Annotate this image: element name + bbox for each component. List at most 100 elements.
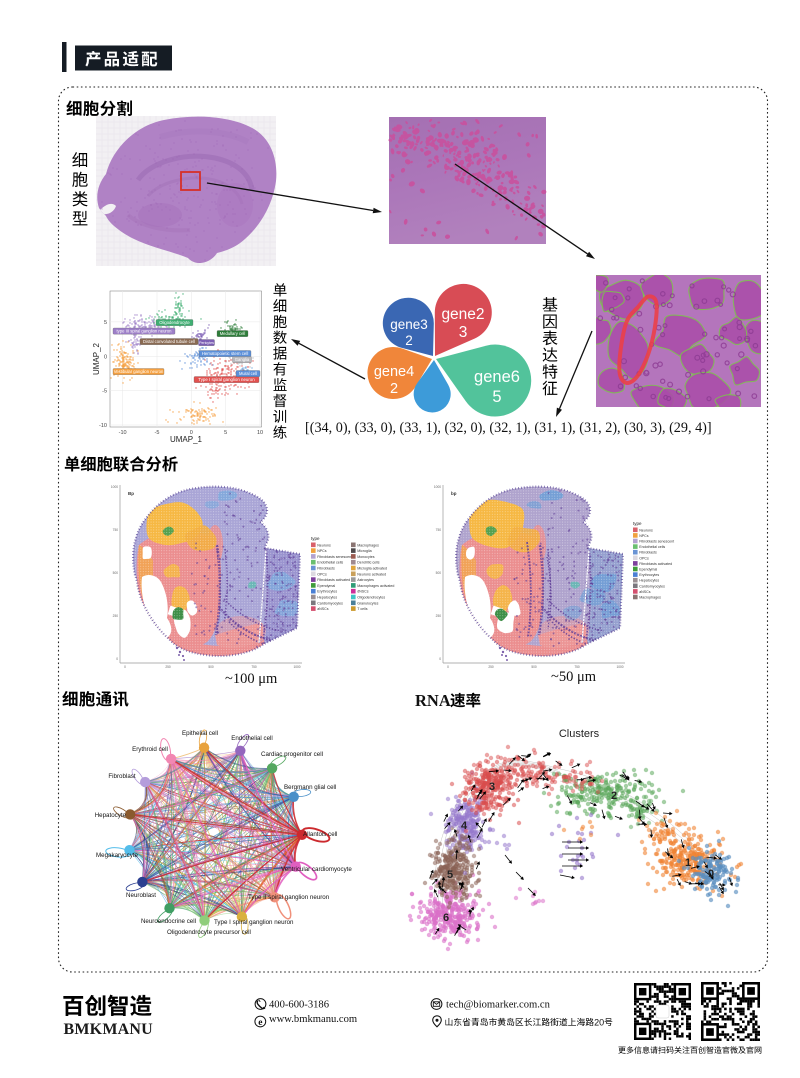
svg-text:Granulocytes: Granulocytes: [357, 601, 378, 605]
svg-text:BMKMANU: BMKMANU: [64, 1021, 154, 1038]
svg-text:OPCs: OPCs: [317, 572, 327, 576]
svg-text:Cardiac progenitor cell: Cardiac progenitor cell: [261, 751, 323, 758]
svg-text:Bergmann glial cell: Bergmann glial cell: [284, 784, 336, 791]
svg-text:Clusters: Clusters: [559, 728, 600, 740]
svg-text:Microglia activated: Microglia activated: [357, 567, 387, 571]
svg-text:Neurons activated: Neurons activated: [357, 572, 386, 576]
svg-text:type: type: [311, 536, 320, 541]
svg-text:~50 μm: ~50 μm: [551, 669, 597, 685]
svg-text:Endothelial cell: Endothelial cell: [231, 735, 273, 742]
svg-text:0: 0: [124, 665, 126, 669]
svg-text:Neurons: Neurons: [317, 543, 331, 547]
svg-text:Type I spiral ganglion neuron: Type I spiral ganglion neuron: [214, 919, 294, 926]
svg-text:Fibroblast: Fibroblast: [108, 773, 135, 780]
svg-text:400-600-3186: 400-600-3186: [269, 1000, 329, 1011]
svg-text:5: 5: [447, 869, 453, 881]
svg-text:Neuroendocrine cell: Neuroendocrine cell: [141, 918, 196, 925]
svg-text:Fibroblasts senescent: Fibroblasts senescent: [317, 555, 352, 559]
svg-text:Neurons: Neurons: [639, 528, 653, 532]
svg-text:type III spiral ganglion neuro: type III spiral ganglion neuron: [117, 329, 173, 334]
svg-text:Macrophages: Macrophages: [639, 596, 661, 600]
svg-text:tech@biomarker.com.cn: tech@biomarker.com.cn: [446, 1000, 551, 1011]
svg-text:0: 0: [708, 868, 714, 880]
svg-text:Hepatocytes: Hepatocytes: [317, 596, 337, 600]
svg-text:Microglia: Microglia: [357, 549, 371, 553]
svg-text:gene6: gene6: [474, 368, 520, 386]
svg-text:Oligodendrocyte precursor cell: Oligodendrocyte precursor cell: [167, 929, 251, 936]
svg-text:aNSCs: aNSCs: [317, 607, 329, 611]
svg-text:Astrocytes: Astrocytes: [357, 578, 374, 582]
svg-text:Ependymal: Ependymal: [317, 584, 335, 588]
svg-text:Medullary cell: Medullary cell: [220, 331, 246, 336]
svg-text:NPCs: NPCs: [317, 549, 327, 553]
svg-text:500: 500: [531, 665, 537, 669]
svg-text:2: 2: [611, 790, 617, 802]
svg-text:3: 3: [459, 324, 468, 341]
svg-text:UMAP_2: UMAP_2: [92, 342, 101, 375]
svg-text:e: e: [258, 1018, 262, 1028]
svg-text:0: 0: [447, 665, 449, 669]
svg-text:2: 2: [390, 381, 398, 397]
svg-text:UMAP_1: UMAP_1: [170, 435, 203, 444]
svg-text:0: 0: [190, 430, 193, 436]
svg-text:Hepatocyte: Hepatocyte: [95, 812, 127, 819]
svg-text:Ependymal: Ependymal: [639, 568, 657, 572]
svg-text:Ventricular cardiomyocyte: Ventricular cardiomyocyte: [281, 866, 352, 873]
svg-text:1000: 1000: [293, 665, 300, 669]
svg-text:Type II spiral ganglion neuron: Type II spiral ganglion neuron: [248, 894, 330, 901]
svg-text:T cells: T cells: [357, 607, 368, 611]
svg-text:OPCs: OPCs: [639, 556, 649, 560]
svg-text:Monocytes: Monocytes: [357, 555, 375, 559]
svg-text:Pericytes: Pericytes: [199, 341, 214, 345]
svg-text:dNSCs: dNSCs: [357, 590, 369, 594]
svg-text:250: 250: [165, 665, 171, 669]
svg-text:2: 2: [405, 333, 413, 348]
svg-text:[(34, 0), (33, 0), (33, 1), (3: [(34, 0), (33, 0), (33, 1), (32, 0), (32…: [305, 420, 712, 436]
svg-text:1: 1: [685, 857, 691, 869]
svg-text:Neuroblast: Neuroblast: [126, 892, 156, 899]
svg-text:Vestibular ganglion neuron: Vestibular ganglion neuron: [114, 369, 164, 374]
svg-text:1000: 1000: [434, 485, 441, 489]
svg-text:Fibroblasts senescent: Fibroblasts senescent: [639, 540, 674, 544]
svg-text:750: 750: [251, 665, 257, 669]
svg-text:www.bmkmanu.com: www.bmkmanu.com: [269, 1014, 358, 1025]
svg-text:5: 5: [492, 388, 501, 406]
svg-text:750: 750: [113, 528, 119, 532]
svg-text:5: 5: [224, 430, 227, 436]
svg-text:Macrophages activated: Macrophages activated: [357, 584, 394, 588]
svg-text:Oligodendrocytes: Oligodendrocytes: [357, 596, 385, 600]
svg-text:250: 250: [436, 614, 442, 618]
svg-text:Ganglia: Ganglia: [235, 357, 250, 362]
svg-text:Type I spiral ganglion neuron: Type I spiral ganglion neuron: [198, 377, 255, 382]
svg-text:Oligodendrocyte: Oligodendrocyte: [159, 320, 190, 325]
svg-text:5: 5: [104, 320, 107, 326]
svg-text:10: 10: [257, 430, 263, 436]
svg-text:Fibroblasts: Fibroblasts: [317, 567, 335, 571]
svg-text:Macrophages: Macrophages: [357, 543, 379, 547]
svg-text:Erythroid cell: Erythroid cell: [132, 746, 168, 753]
svg-text:gene4: gene4: [374, 364, 414, 380]
svg-text:0: 0: [116, 657, 118, 661]
svg-text:750: 750: [574, 665, 580, 669]
svg-text:750: 750: [436, 528, 442, 532]
svg-text:20: 20: [594, 1017, 604, 1027]
svg-text:Allantois cell: Allantois cell: [303, 831, 337, 838]
svg-text:Distal convoluted tubule cell: Distal convoluted tubule cell: [143, 339, 195, 344]
svg-text:Dendritic cells: Dendritic cells: [357, 561, 380, 565]
svg-text:Fibroblasts: Fibroblasts: [639, 551, 657, 555]
svg-text:6: 6: [443, 912, 449, 924]
svg-text:Hepatocytes: Hepatocytes: [639, 579, 659, 583]
svg-text:Mural cell: Mural cell: [239, 371, 257, 376]
svg-text:RNA: RNA: [415, 691, 451, 710]
svg-text:Endothelial cells: Endothelial cells: [317, 561, 343, 565]
svg-text:Bp: Bp: [128, 491, 134, 496]
svg-text:-5: -5: [155, 430, 160, 436]
svg-text:500: 500: [208, 665, 214, 669]
svg-text:Fibroblasts activated: Fibroblasts activated: [317, 578, 350, 582]
svg-text:500: 500: [113, 571, 119, 575]
svg-text:gene2: gene2: [441, 306, 484, 323]
svg-text:Fibroblasts activated: Fibroblasts activated: [639, 562, 672, 566]
svg-text:type: type: [633, 521, 642, 526]
svg-text:1000: 1000: [111, 485, 118, 489]
svg-text:4: 4: [461, 820, 468, 832]
